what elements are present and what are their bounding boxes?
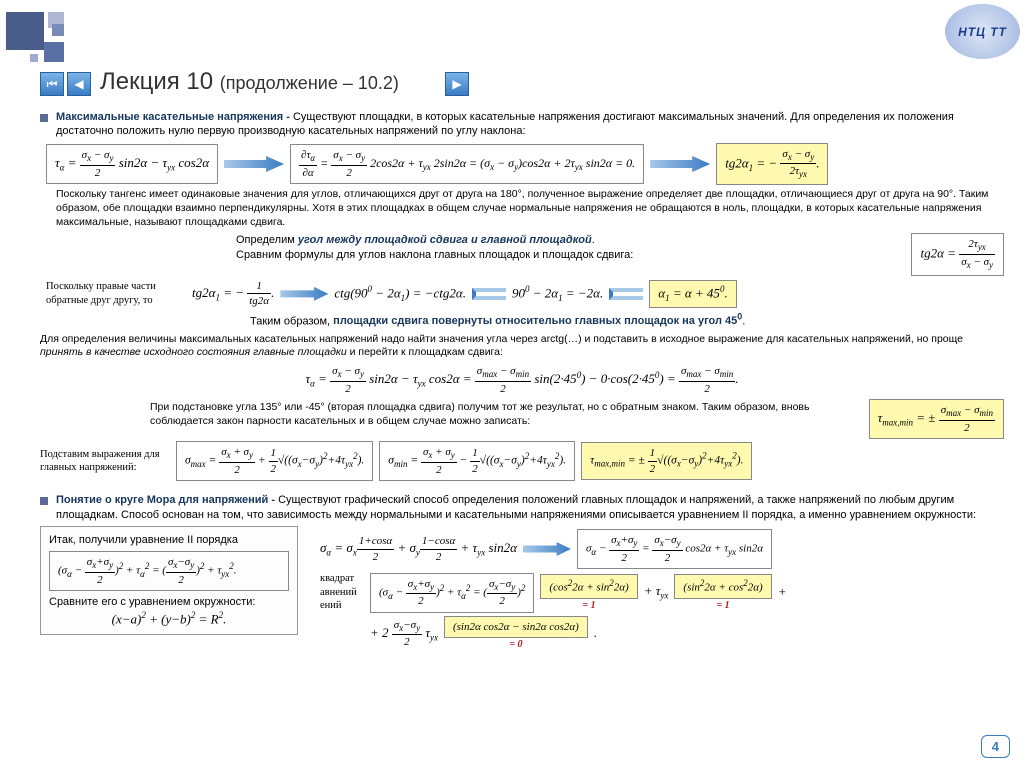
formula-derivative: ∂τα∂α = σx − σy2 2cos2α + τyx 2sin2α = (… [290, 144, 644, 184]
circle-eq: (x−a)2 + (y−b)2 = R2. [49, 610, 289, 628]
formula-tau-alpha: τα = σx − σy2 sin2α − τyx cos2α [46, 144, 218, 184]
lecture-title: Лекция 10 (продолжение – 10.2) [100, 68, 399, 96]
note-eq0: = 0 [444, 638, 588, 651]
arrow-icon [650, 156, 710, 172]
circle-equation-box: Итак, получили уравнение II порядка (σα … [40, 526, 298, 635]
slide-content: Максимальные касательные напряжения - Су… [40, 110, 1004, 758]
side-box-title: Итак, получили уравнение II порядка [49, 533, 289, 547]
formula-inverse: tg2α1 = − 1tg2α. [192, 279, 274, 309]
formula-trig2: (sin22α + cos22α) [674, 574, 771, 599]
arrow-icon [224, 156, 284, 172]
arrow-icon [609, 288, 643, 300]
decorative-squares [0, 12, 100, 62]
bullet-icon [40, 114, 48, 122]
page-number: 4 [981, 735, 1010, 758]
formula-tg2a: tg2α = 2τyxσx − σy [911, 233, 1004, 276]
nav-next-button[interactable]: ▶ [445, 72, 469, 96]
formula-ctg: ctg(900 − 2α1) = −ctg2α. [334, 284, 466, 305]
section1-conclusion: Таким образом, площадки сдвига повернуты… [250, 312, 1004, 329]
formula-sigma-alpha: σα = σx1+cosα2 + σy1−cosα2 + τyx sin2α [320, 534, 517, 564]
formula-sigma-min: σmin = σx + σy2 − 12√((σx−σy)2+4τyx2). [379, 441, 575, 481]
note-eq1-b: = 1 [674, 599, 771, 612]
nav-home-button[interactable]: ⏮ [40, 72, 64, 96]
side-box-compare: Сравните его с уравнением окружности: [49, 595, 289, 609]
arrow-icon [523, 542, 571, 556]
arrow-icon [472, 288, 506, 300]
section1-para2: Для определения величины максимальных ка… [40, 333, 1004, 360]
institute-logo: НТЦ ТТ [945, 4, 1020, 59]
formula-alpha1: α1 = α + 450. [649, 280, 736, 309]
formula-sq: (σα − σx+σy2)2 + τα2 = (σx−σy2)2 [370, 573, 534, 613]
side-text: Поскольку правые части обратные друг дру… [46, 280, 186, 307]
def-text: Сравним формулы для углов наклона главны… [236, 249, 633, 261]
formula-tg2a1: tg2α1 = − σx − σy2τyx. [716, 143, 828, 186]
title-main: Лекция 10 [100, 68, 213, 95]
formula-right-box: σα − σx+σy2 = σx−σy2 cos2α + τyx sin2α [577, 529, 772, 569]
formula-tau-final: τmax,min = ± 12√((σx−σy)2+4τyx2). [581, 442, 752, 480]
bullet-icon [40, 497, 48, 505]
section1-para1: Поскольку тангенс имеет одинаковые значе… [56, 188, 1004, 229]
section2-heading: Понятие о круге Мора для напряжений - [56, 494, 275, 506]
formula-tau-maxmin: τmax,min = ± σmax − σmin2 [869, 399, 1004, 439]
formula-sigma-max: σmax = σx + σy2 + 12√((σx−σy)2+4τyx2). [176, 441, 373, 481]
note-eq1-a: = 1 [540, 599, 637, 612]
side-box-formula: (σα − σx+σy2)2 + τα2 = (σx−σy2)2 + τyx2. [49, 551, 289, 591]
arrow-icon [280, 287, 328, 301]
nav-prev-button[interactable]: ◀ [67, 72, 91, 96]
title-sub: (продолжение – 10.2) [220, 73, 399, 93]
section1-heading: Максимальные касательные напряжения - [56, 111, 290, 123]
mid-text: квадрат авнений ений [320, 572, 364, 613]
formula-angle: 900 − 2α1 = −2α. [512, 284, 603, 305]
para4: Подставим выражения для главных напряжен… [40, 448, 170, 475]
def-label: Определим угол между площадкой сдвига и … [236, 234, 595, 246]
formula-trig1: (cos22α + sin22α) [540, 574, 637, 599]
formula-tau-long: τα = σx − σy2 sin2α − τyx cos2α = σmax −… [305, 364, 738, 396]
formula-bottom-box: (sin2α cos2α − sin2α cos2α) [444, 616, 588, 638]
section1-para3: При подстановке угла 135° или -45° (втор… [150, 401, 857, 428]
